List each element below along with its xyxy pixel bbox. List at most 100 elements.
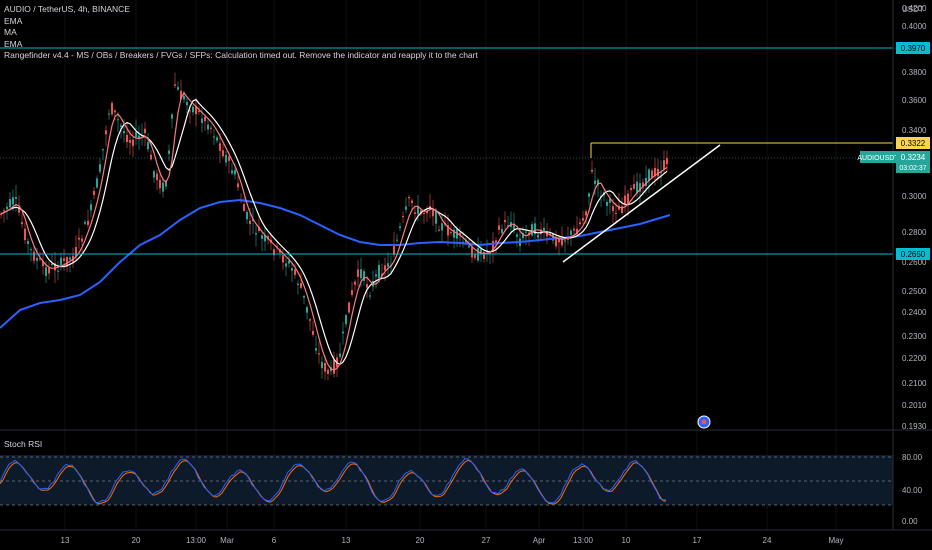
- candle-body: [324, 362, 326, 372]
- indicator-ma[interactable]: MA: [4, 27, 17, 37]
- candle-body: [294, 269, 296, 275]
- candle-body: [126, 134, 128, 143]
- indicator-ema-1[interactable]: EMA: [4, 15, 23, 26]
- price-tick-label: 0.2800: [902, 228, 927, 237]
- candle-body: [147, 142, 149, 150]
- candle-body: [183, 95, 185, 100]
- ascending-trendline[interactable]: [562, 144, 721, 263]
- candle-body: [222, 150, 224, 157]
- candle-body: [75, 247, 77, 257]
- candle-body: [48, 267, 50, 274]
- price-axis-currency: USDT: [902, 5, 924, 14]
- candle-body: [369, 295, 371, 297]
- time-tick-label: Mar: [220, 536, 234, 545]
- candle-body: [660, 172, 662, 174]
- candle-body: [174, 84, 176, 86]
- candle-body: [552, 233, 554, 241]
- candle-body: [102, 149, 104, 151]
- candle-body: [582, 218, 584, 221]
- price-tick-label: 0.1930: [902, 422, 927, 431]
- candle-body: [534, 223, 536, 235]
- price-tick-label: 0.3000: [902, 192, 927, 201]
- rsi-band: [0, 455, 893, 505]
- time-axis[interactable]: 13 20 13:00 Mar 6 13 20 27 Apr 13:00 10 17 24 May: [61, 536, 844, 545]
- candle-body: [306, 306, 308, 313]
- rsi-tick-label: 80.00: [902, 453, 923, 462]
- candle-body: [513, 223, 515, 229]
- event-flag-icon[interactable]: [697, 415, 711, 429]
- candle-body: [297, 283, 299, 285]
- candle-body: [0, 213, 2, 215]
- candle-body: [384, 265, 386, 271]
- candle-body: [78, 237, 80, 240]
- candle-body: [339, 353, 341, 357]
- rsi-axis: 80.00 40.00 0.00: [902, 453, 923, 526]
- indicator-ema-2[interactable]: EMA: [4, 38, 23, 49]
- candle-body: [315, 348, 317, 351]
- candle-body: [204, 116, 206, 122]
- candle-body: [234, 170, 236, 175]
- candle-body: [327, 369, 329, 374]
- candle-body: [354, 281, 356, 285]
- price-tick-label: 0.4000: [902, 22, 927, 31]
- candle-body: [261, 235, 263, 239]
- candle-body: [156, 173, 158, 181]
- time-tick-label: 13: [61, 536, 70, 545]
- ema-fast-line: [0, 91, 668, 371]
- candle-body: [246, 212, 248, 220]
- candle-body: [591, 169, 593, 172]
- candle-body: [177, 87, 179, 90]
- candle-body: [51, 263, 53, 265]
- price-tick-label: 0.2010: [902, 401, 927, 410]
- candle-body: [180, 90, 182, 100]
- candle-body: [639, 183, 641, 192]
- candle-body: [570, 230, 572, 235]
- price-tick-label: 0.3600: [902, 96, 927, 105]
- candle-body: [576, 228, 578, 235]
- candle-body: [63, 258, 65, 261]
- candle-body: [171, 114, 173, 119]
- candle-body: [273, 249, 275, 256]
- candle-body: [423, 212, 425, 214]
- candle-body: [561, 238, 563, 246]
- candle-body: [525, 231, 527, 233]
- rsi-panel-title[interactable]: Stoch RSI: [4, 439, 43, 449]
- candle-body: [90, 204, 92, 211]
- time-tick-label: 10: [622, 536, 631, 545]
- candle-body: [615, 212, 617, 214]
- time-tick-label: 13:00: [573, 536, 594, 545]
- candle-body: [447, 225, 449, 236]
- candle-body: [105, 130, 107, 135]
- price-axis[interactable]: 0.42000.40000.38000.36000.34000.32000.30…: [902, 4, 927, 431]
- price-tick-label: 0.3400: [902, 126, 927, 135]
- candle-body: [480, 249, 482, 254]
- candle-body: [627, 193, 629, 205]
- candle-body: [42, 261, 44, 267]
- candle-body: [471, 247, 473, 258]
- candle-body: [546, 232, 548, 237]
- candle-body: [189, 110, 191, 112]
- symbol-title[interactable]: AUDIO / TetherUS, 4h, BINANCE: [4, 4, 130, 14]
- candle-body: [612, 206, 614, 211]
- candle-body: [219, 143, 221, 151]
- candle-body: [228, 156, 230, 161]
- candle-body: [459, 232, 461, 236]
- candle-body: [114, 110, 116, 113]
- candle-body: [537, 234, 539, 238]
- candle-body: [567, 238, 569, 240]
- candle-body: [558, 238, 560, 243]
- candle-body: [438, 229, 440, 231]
- candle-body: [348, 302, 350, 313]
- candle-body: [411, 200, 413, 204]
- candle-body: [39, 258, 41, 260]
- candle-body: [360, 269, 362, 279]
- candle-body: [405, 206, 407, 210]
- price-tick-label: 0.3800: [902, 68, 927, 77]
- candle-body: [654, 167, 656, 177]
- candle-body: [165, 181, 167, 187]
- candle-body: [264, 235, 266, 242]
- candle-body: [318, 353, 320, 355]
- candle-body: [498, 225, 500, 230]
- price-tick-label: 0.2300: [902, 332, 927, 341]
